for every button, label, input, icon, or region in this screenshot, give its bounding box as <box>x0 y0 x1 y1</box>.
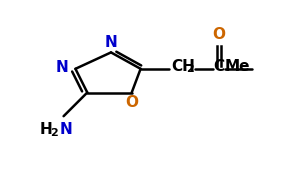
Text: O: O <box>125 95 138 110</box>
Text: Me: Me <box>225 59 251 74</box>
Text: N: N <box>59 122 72 137</box>
Text: H: H <box>40 122 53 137</box>
Text: O: O <box>213 27 226 42</box>
Text: CH: CH <box>172 59 196 74</box>
Text: 2: 2 <box>50 128 58 138</box>
Text: N: N <box>105 35 118 50</box>
Text: N: N <box>55 60 68 75</box>
Text: 2: 2 <box>187 64 194 74</box>
Text: C: C <box>213 59 225 74</box>
